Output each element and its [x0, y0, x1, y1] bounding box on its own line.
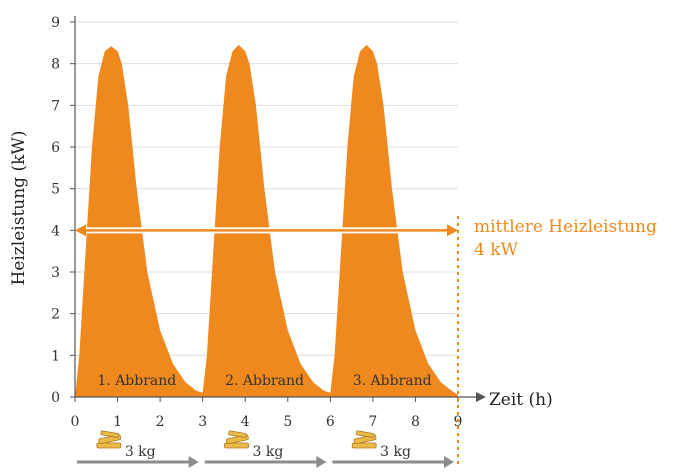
x-tick-label: 6 [326, 414, 335, 430]
x-axis-arrowhead [476, 392, 486, 402]
wood-log [224, 442, 249, 449]
y-tick-label: 5 [51, 182, 60, 198]
burn-label: 2. Abbrand [225, 373, 304, 389]
wood-log [228, 430, 247, 438]
wood-log [100, 430, 120, 438]
fuel-load-label: 3 kg [380, 444, 411, 460]
average-label-line2: 4 kW [474, 240, 519, 260]
y-tick-label: 2 [51, 307, 60, 323]
x-tick-label: 3 [198, 414, 207, 430]
area-series [75, 44, 458, 398]
average-label-line1: mittlere Heizleistung [474, 217, 657, 237]
wood-log [96, 442, 122, 449]
average-line-group [75, 216, 459, 466]
wood-icon [224, 430, 249, 449]
wood-log [351, 442, 377, 449]
x-tick-label: 1 [113, 414, 122, 430]
x-tick-label: 0 [71, 414, 80, 430]
y-tick-label: 6 [51, 140, 60, 156]
burn-labels: 1. Abbrand 2. Abbrand 3. Abbrand [97, 373, 431, 389]
burn-label: 3. Abbrand [353, 373, 432, 389]
wood-icon [96, 430, 122, 449]
y-tick-label: 4 [51, 223, 60, 239]
burn-label: 1. Abbrand [97, 373, 176, 389]
x-axis-title: Zeit (h) [489, 390, 553, 410]
fuel-load-row: 3 kg 3 kg 3 kg [77, 430, 454, 468]
wood-icon [351, 430, 377, 449]
fuel-load-label: 3 kg [125, 444, 156, 460]
x-tick-label: 2 [156, 414, 165, 430]
period-arrowhead [188, 456, 199, 468]
x-tick-label: 8 [411, 414, 420, 430]
y-tick-label: 8 [51, 57, 60, 73]
x-tick-label: 7 [368, 414, 377, 430]
average-arrowhead-right [447, 224, 458, 237]
y-tick-label: 9 [51, 15, 60, 31]
period-arrowhead [316, 456, 327, 468]
y-tick-label: 0 [51, 390, 60, 406]
y-tick-label: 1 [51, 348, 60, 364]
axes: 01234567890123456789 [51, 15, 486, 430]
wood-log [355, 430, 375, 438]
area-fill [75, 44, 458, 398]
period-arrowhead [444, 456, 454, 468]
y-tick-label: 7 [51, 98, 60, 114]
fuel-load-label: 3 kg [253, 444, 284, 460]
y-tick-label: 3 [51, 265, 60, 281]
average-arrowhead-left [75, 224, 86, 237]
x-tick-label: 4 [241, 414, 250, 430]
y-axis-title: Heizleistung (kW) [9, 131, 29, 286]
x-tick-label: 5 [283, 414, 292, 430]
